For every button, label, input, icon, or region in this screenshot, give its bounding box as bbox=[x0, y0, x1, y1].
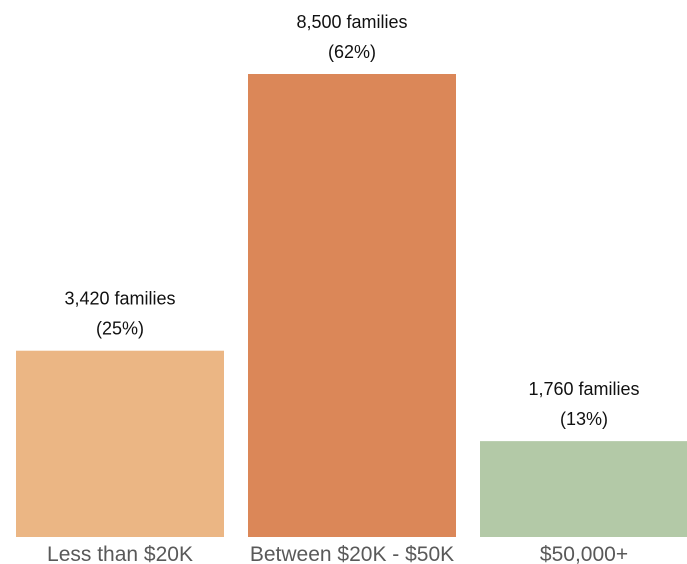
bar-1 bbox=[16, 350, 224, 537]
data-label-percent-1: (25%) bbox=[96, 319, 144, 339]
data-label-percent-3: (13%) bbox=[560, 409, 608, 429]
data-label-count-3: 1,760 families bbox=[528, 379, 639, 399]
x-tick-label-2: Between $20K - $50K bbox=[250, 543, 454, 564]
data-label-percent-2: (62%) bbox=[328, 42, 376, 62]
data-label-count-2: 8,500 families bbox=[296, 12, 407, 32]
x-tick-label-3: $50,000+ bbox=[540, 543, 628, 564]
bar-3 bbox=[480, 441, 687, 537]
bar-2 bbox=[248, 74, 456, 537]
x-tick-label-1: Less than $20K bbox=[47, 543, 193, 564]
data-label-count-1: 3,420 families bbox=[64, 289, 175, 309]
